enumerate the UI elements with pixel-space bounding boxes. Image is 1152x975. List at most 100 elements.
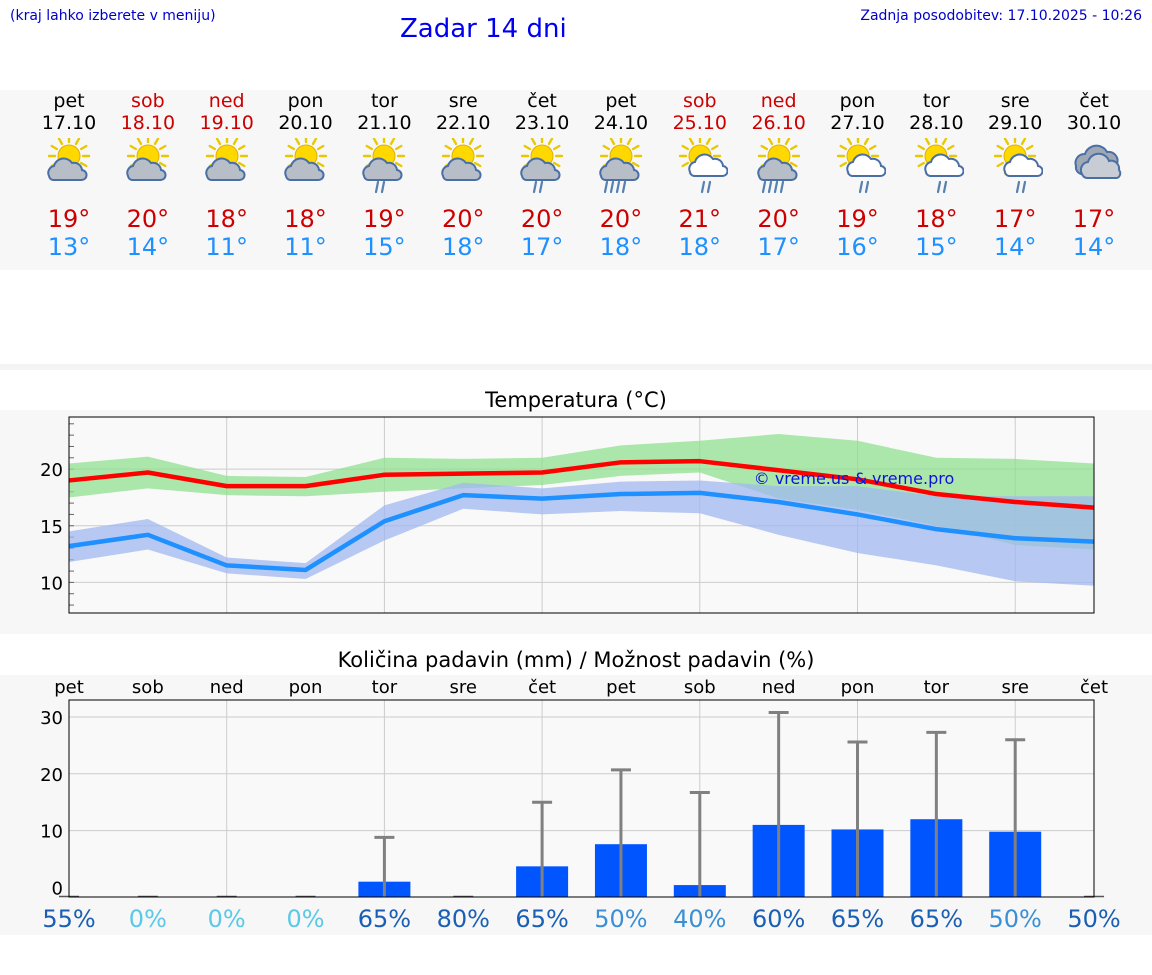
sun-ray (942, 138, 948, 146)
min-temperature: 18° (599, 233, 643, 261)
x-day-label: sob (132, 677, 164, 698)
sun-ray (1026, 144, 1034, 151)
rain-drop (381, 180, 386, 194)
cloud-icon (47, 157, 88, 181)
rain-drop (532, 180, 538, 194)
day-column[interactable]: sob 25.10 21° 18° (660, 90, 740, 261)
sun-ray (553, 161, 561, 168)
rain-icon (937, 180, 948, 194)
sun-ray (316, 144, 325, 151)
day-name: sre (448, 90, 478, 112)
min-temperature: 14° (993, 233, 1037, 261)
sun-ray (444, 144, 453, 151)
day-column[interactable]: pon 27.10 19° 16° (818, 90, 898, 261)
day-column[interactable]: pet 17.10 19° 13° (29, 90, 109, 261)
max-temperature: 19° (47, 205, 91, 233)
day-name: čet (1079, 90, 1109, 112)
precipitation-probability: 0% (129, 905, 167, 933)
precipitation-probability: 50% (1067, 905, 1120, 933)
x-day-label: ned (210, 677, 244, 698)
cloud-icon (126, 157, 167, 181)
rain-icon (761, 180, 784, 194)
x-day-label: sob (684, 677, 716, 698)
rain-drop (858, 180, 863, 194)
day-name: pet (53, 90, 85, 112)
sun-ray (631, 144, 640, 151)
y-tick-label: 20 (40, 765, 63, 786)
rain-icon (375, 180, 386, 194)
temperature-chart: 10 15 20 © vreme.us & vreme.pro (40, 416, 1095, 614)
day-name: čet (527, 90, 557, 112)
max-temperature: 20° (520, 205, 564, 233)
cloud-icon (756, 157, 798, 181)
region-menu-hint[interactable]: (kraj lahko izberete v meniju) (10, 8, 216, 24)
sun-ray (626, 138, 633, 146)
precipitation-probability: 50% (989, 905, 1042, 933)
day-column[interactable]: čet 30.10 17° 14° (1054, 90, 1134, 261)
day-date: 23.10 (514, 112, 570, 134)
precipitation-chart-title: Količina padavin (mm) / Možnost padavin … (337, 648, 815, 672)
day-column[interactable]: pon 20.10 18° 11° (266, 90, 346, 261)
cloud-icon (1074, 144, 1122, 179)
day-column[interactable]: čet 23.10 20° 17° (502, 90, 582, 261)
day-date: 21.10 (357, 112, 412, 134)
sun-ray (158, 161, 167, 168)
sun-ray (57, 138, 64, 146)
x-day-label: pon (289, 677, 323, 698)
sun-ray (232, 138, 238, 146)
sun-ray (390, 138, 396, 146)
day-column[interactable]: tor 21.10 19° 15° (344, 90, 424, 261)
sun-ray (1003, 138, 1010, 146)
partly-cloudy-icon (126, 138, 170, 181)
sun-ray (917, 161, 926, 168)
weather-icon-holder (660, 134, 740, 200)
page-title: Zadar 14 dni (400, 14, 567, 44)
sun-ray (50, 144, 59, 151)
min-temperature: 16° (836, 233, 879, 261)
day-column[interactable]: sob 18.10 20° 14° (108, 90, 188, 261)
sun-ray (395, 161, 403, 168)
day-column[interactable]: sre 22.10 20° 18° (423, 90, 503, 261)
day-column[interactable]: ned 19.10 18° 11° (187, 90, 267, 261)
partly-cloudy-icon (283, 138, 327, 181)
weather-icon-holder (29, 134, 109, 200)
day-date: 19.10 (199, 112, 254, 134)
sun-ray (523, 144, 532, 151)
precipitation-chart: 0 10 20 30 pet sob ned pon tor sre čet pet sob ned pon… (40, 677, 1121, 933)
rain-drop (706, 180, 711, 194)
day-name: pon (839, 90, 876, 112)
rain-drop (937, 180, 942, 194)
day-name: tor (370, 90, 398, 112)
min-temperature-line (68, 490, 1095, 573)
day-column[interactable]: pet 24.10 20° 18° (581, 90, 661, 261)
day-column[interactable]: ned 26.10 20° 17° (739, 90, 819, 261)
day-column[interactable]: sre 29.10 17° 14° (975, 90, 1055, 261)
weather-icon-holder (896, 134, 976, 200)
sun-ray (474, 144, 482, 151)
day-date: 20.10 (278, 112, 333, 134)
sun-ray (530, 138, 537, 146)
day-date: 22.10 (436, 112, 491, 134)
sun-ray (474, 161, 482, 168)
cloud-icon (205, 157, 246, 181)
x-day-label: tor (924, 677, 950, 698)
sun-ray (553, 144, 561, 151)
sun-ray (208, 144, 216, 151)
temperature-chart-title: Temperatura (°C) (485, 388, 667, 412)
weather-icon-holder (581, 134, 661, 200)
day-name: ned (208, 90, 245, 112)
rain-drop (609, 180, 615, 194)
rain-drop (779, 180, 784, 194)
day-date: 26.10 (751, 112, 806, 134)
x-day-label: čet (1080, 677, 1108, 698)
weather-icon-holder (423, 134, 503, 200)
day-column[interactable]: tor 28.10 18° 15° (896, 90, 976, 261)
y-tick-label: 10 (40, 822, 63, 843)
x-day-label: tor (372, 677, 398, 698)
day-date: 27.10 (830, 112, 885, 134)
x-day-label: pon (841, 677, 875, 698)
weather-icon-holder (739, 134, 819, 200)
day-name: tor (922, 90, 950, 112)
sun-ray (79, 144, 88, 151)
y-tick-label: 30 (40, 708, 63, 729)
